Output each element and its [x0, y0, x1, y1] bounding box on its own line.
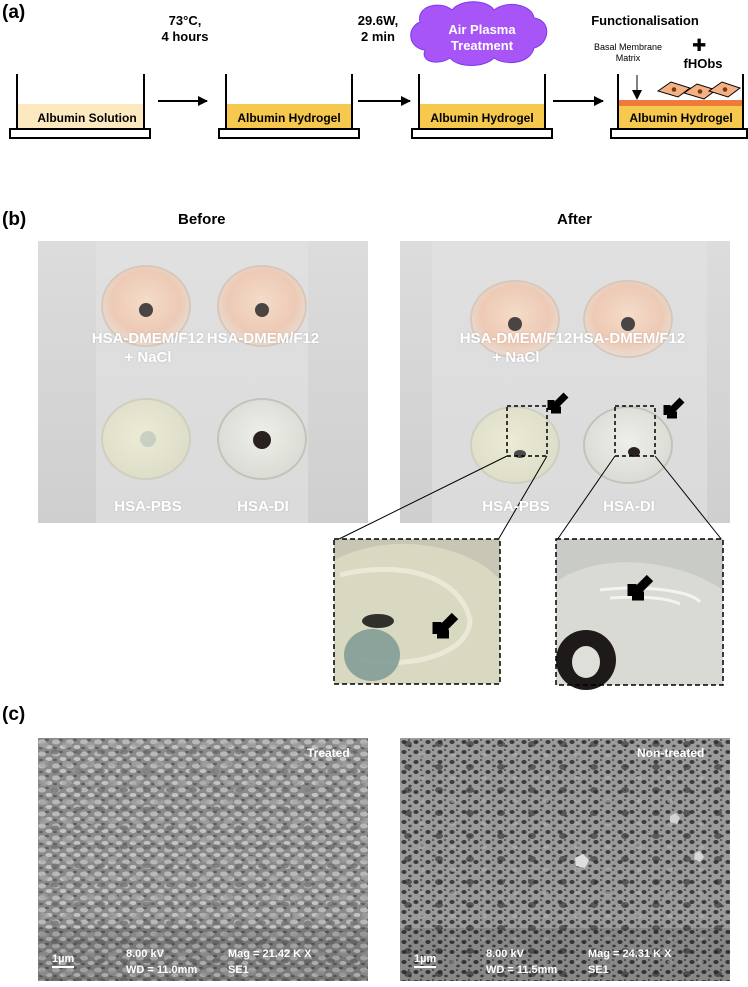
before-photo — [38, 241, 368, 523]
beaker-functionalised — [610, 74, 748, 139]
beaker-3-label: Albumin Hydrogel — [430, 111, 534, 125]
plasma-cloud-label: Air Plasma Treatment — [432, 22, 532, 54]
sample-dot — [508, 317, 522, 331]
sem-nontreated-wd: WD = 11.5mm — [486, 964, 558, 976]
well-label-line: + NaCl — [492, 349, 540, 366]
well-after-3 — [470, 406, 560, 484]
sem-nontreated-image — [400, 738, 730, 981]
sample-dot — [139, 303, 153, 317]
after-photo — [336, 241, 730, 541]
step-1-temp: 73°C, — [168, 13, 202, 28]
beaker-1-label: Albumin Solution — [37, 111, 137, 125]
step-2-time: 2 min — [361, 29, 395, 44]
sem-nontreated-scale: 1µm — [414, 953, 437, 965]
photo-graphics — [38, 241, 730, 690]
beaker-base — [610, 128, 748, 139]
step-2-power: 29.6W, — [357, 13, 399, 28]
beaker-base — [411, 128, 553, 139]
well-label-before-2: HSA-DMEM/F12 — [206, 330, 320, 347]
beaker-2-label: Albumin Hydrogel — [237, 111, 341, 125]
sem-treated-kv: 8.00 kV — [126, 948, 164, 960]
well-label-after-1: HSA-DMEM/F12 + NaCl — [456, 329, 576, 367]
cloud-line-1: Air Plasma — [448, 22, 516, 37]
arrow-icon — [432, 612, 459, 639]
zoom-line — [336, 455, 508, 541]
sem-treated-mag: Mag = 21.42 K X — [228, 948, 312, 960]
beaker-base — [218, 128, 360, 139]
sem-treated-image — [38, 738, 368, 981]
plus-icon: ✚ — [692, 36, 707, 55]
zoom-line — [497, 455, 548, 541]
arrow-icon — [547, 392, 569, 414]
well-label-after-2: HSA-DMEM/F12 — [572, 330, 686, 347]
hydrogel-fill — [227, 104, 351, 128]
selection-box-2 — [614, 405, 656, 457]
step-1-conditions: 73°C, 4 hours — [140, 13, 230, 45]
sem-nontreated-mag: Mag = 24.31 K X — [588, 948, 672, 960]
zoom-inset-di — [555, 538, 724, 690]
hydrogel-fill — [420, 104, 544, 128]
well-after-4 — [583, 406, 673, 484]
solution-fill — [18, 104, 144, 128]
sem-treated-det: SE1 — [228, 964, 249, 976]
beaker-4-label: Albumin Hydrogel — [629, 111, 733, 125]
membrane-line-2: Matrix — [615, 53, 641, 63]
panel-label-a: (a) — [2, 2, 26, 23]
zoom-inset-pbs — [333, 538, 501, 685]
panel-label-c: (c) — [2, 704, 26, 725]
well-label-after-4: HSA-DI — [603, 498, 655, 515]
zoom-line — [654, 455, 723, 541]
arrow-icon — [663, 397, 685, 419]
sem-treated-wd: WD = 11.0mm — [126, 964, 198, 976]
sample-dot — [253, 431, 271, 449]
before-title: Before — [178, 211, 226, 228]
selection-box-1 — [506, 405, 548, 457]
beaker-hydrogel-2 — [411, 74, 553, 139]
sem-nontreated-kv: 8.00 kV — [486, 948, 524, 960]
beaker-solution — [9, 74, 151, 139]
well-label-before-4: HSA-DI — [237, 498, 289, 515]
well-label-line: HSA-DMEM/F12 — [459, 330, 573, 347]
sample-dot — [255, 303, 269, 317]
panel-label-b: (b) — [2, 209, 27, 230]
fhob-cells — [656, 81, 742, 100]
well-label-line: + NaCl — [124, 349, 172, 366]
beaker-hydrogel-1 — [218, 74, 360, 139]
step-1-time: 4 hours — [161, 29, 209, 44]
membrane-label: Basal Membrane Matrix — [578, 42, 678, 64]
step-2-conditions: 29.6W, 2 min — [333, 13, 423, 45]
beaker-base — [9, 128, 151, 139]
sample-dot — [621, 317, 635, 331]
zoom-line — [556, 455, 616, 541]
well-label-line: HSA-DMEM/F12 — [91, 330, 205, 347]
hydrogel-fill — [619, 106, 742, 128]
plasma-cloud — [410, 1, 548, 66]
well-label-before-3: HSA-PBS — [114, 498, 182, 515]
arrow-icon — [627, 574, 654, 601]
sem-treated-corner: Treated — [307, 746, 350, 760]
schematic-diagram — [9, 1, 748, 139]
after-title: After — [557, 211, 593, 228]
sem-nontreated-corner: Non-treated — [637, 746, 705, 760]
sem-nontreated-det: SE1 — [588, 964, 609, 976]
well-label-after-3: HSA-PBS — [482, 498, 550, 515]
well-label-before-1: HSA-DMEM/F12 + NaCl — [88, 329, 208, 367]
membrane-layer — [619, 100, 742, 106]
cells-label: fHObs — [683, 56, 723, 71]
sem-treated-scale: 1µm — [52, 953, 75, 965]
membrane-line-1: Basal Membrane — [593, 42, 663, 52]
step-3-title: Functionalisation — [591, 13, 699, 28]
cloud-line-2: Treatment — [450, 38, 514, 53]
